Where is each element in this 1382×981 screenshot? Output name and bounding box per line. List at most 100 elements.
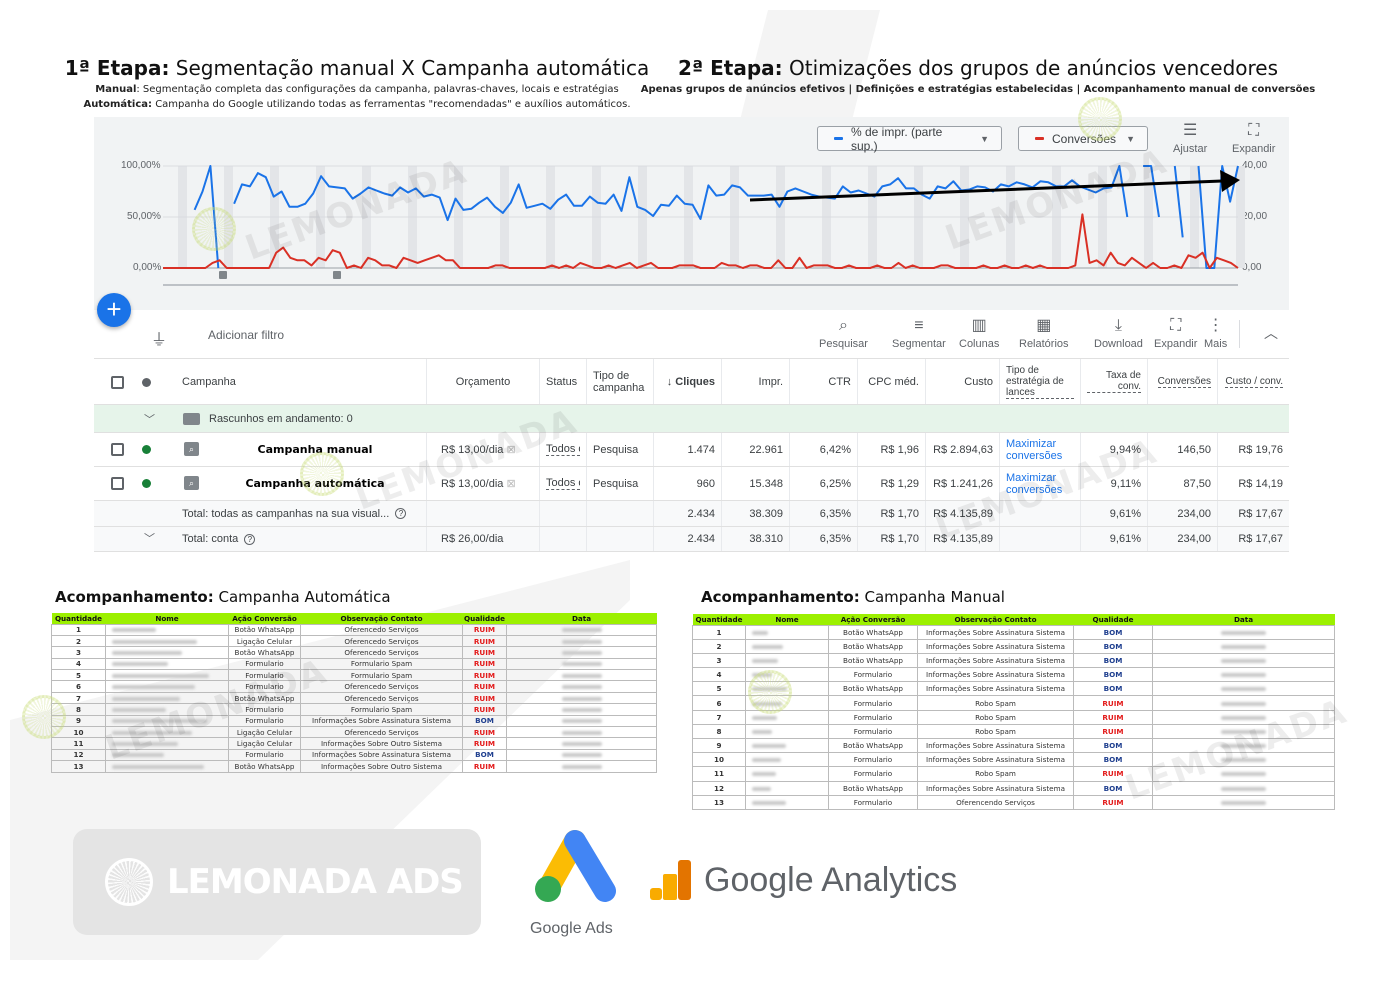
divider <box>1239 320 1240 348</box>
observation-cell: Formulario Spam <box>300 657 463 671</box>
date-cell-blurred <box>506 680 657 693</box>
type-value: Pesquisa <box>593 477 639 490</box>
col-status[interactable]: Status <box>540 359 587 404</box>
expand-chart-button[interactable]: ⛶ Expandir <box>1232 122 1275 155</box>
add-button[interactable]: + <box>97 293 131 327</box>
col-clicks[interactable]: ↓ Cliques <box>654 359 722 404</box>
col-impr[interactable]: Impr. <box>722 359 790 404</box>
col-bid-strategy[interactable]: Tipo de estratégia de lances <box>1000 359 1081 404</box>
conversions-label: Conversões <box>1157 375 1211 388</box>
help-icon[interactable]: ? <box>395 508 407 519</box>
campaign-name-link[interactable]: Campanha manual <box>204 433 427 466</box>
col-cost-conv[interactable]: Custo / conv. <box>1218 359 1289 404</box>
help-icon[interactable]: ? <box>244 533 256 545</box>
chevron-down-icon[interactable]: ﹀ <box>144 533 155 545</box>
campaign-row[interactable]: ⌕ Campanha automática R$ 13,00/dia ⊠ Todos … <box>94 467 1289 501</box>
col-budget[interactable]: Orçamento <box>427 359 540 404</box>
conversions-cell: 146,50 <box>1148 433 1218 466</box>
caret-down-icon: ▼ <box>980 133 989 144</box>
collapse-icon[interactable]: ︿ <box>1264 325 1278 341</box>
cost-cell: R$ 1.241,26 <box>926 467 1000 500</box>
name-cell-blurred <box>105 646 229 659</box>
name-cell-blurred <box>105 634 229 648</box>
col-conversions[interactable]: Conversões <box>1148 359 1218 404</box>
col-type[interactable]: Tipo de campanha <box>587 359 654 404</box>
cost-conv-value: R$ 17,67 <box>1238 533 1283 545</box>
date-cell-blurred <box>506 634 657 648</box>
conversions-value: 87,50 <box>1183 477 1211 490</box>
quality-cell: BOM <box>1073 624 1153 640</box>
quantity-cell: 12 <box>692 780 746 796</box>
empty-cell <box>1000 501 1081 526</box>
name-cell-blurred <box>745 723 829 740</box>
more-icon: ⋮ <box>1207 317 1224 334</box>
date-cell-blurred <box>506 737 657 750</box>
name-cell-blurred <box>105 623 229 636</box>
filter-icon[interactable]: ⏚ <box>151 332 168 349</box>
quality-cell: RUIM <box>462 657 507 671</box>
left-tick: 100,00% <box>121 160 161 171</box>
observation-cell: Informações Sobre Outro Sistema <box>300 760 463 773</box>
quantity-cell: 6 <box>51 680 106 693</box>
action-cell: Ligação Celular <box>228 737 301 750</box>
segment-button[interactable]: ≡ Segmentar <box>892 317 946 350</box>
status-value[interactable]: Todos os <box>546 443 580 456</box>
action-cell: Ligação Celular <box>228 725 301 739</box>
bid-strategy-link[interactable]: Maximizar conversões <box>1006 437 1063 462</box>
columns-button[interactable]: ▥ Colunas <box>959 317 999 350</box>
annotation-marker[interactable] <box>333 271 341 279</box>
action-cell: Botão WhatsApp <box>828 652 918 669</box>
bid-strategy-link[interactable]: Maximizar conversões <box>1006 471 1063 496</box>
quality-cell: RUIM <box>462 680 507 693</box>
quantity-cell: 3 <box>692 652 746 669</box>
col-campaign[interactable]: Campanha <box>176 359 427 404</box>
clicks-cell: 2.434 <box>654 527 722 551</box>
google-ads-icon <box>535 830 616 902</box>
more-button[interactable]: ⋮ Mais <box>1204 317 1227 350</box>
quality-cell: BOM <box>1073 780 1153 796</box>
add-filter-button[interactable]: Adicionar filtro <box>208 328 285 342</box>
annotation-marker[interactable] <box>219 271 227 279</box>
drafts-row[interactable]: ﹀ Rascunhos em andamento: 0 <box>94 405 1289 433</box>
performance-chart: % de impr. (parte sup.) ▼ Conversões ▼ ☰… <box>94 117 1289 327</box>
observation-cell: Informações Sobre Assinatura Sistema <box>917 681 1074 697</box>
date-cell-blurred <box>1152 723 1335 740</box>
table-header-row: Campanha Orçamento Status Tipo de campan… <box>94 358 1289 405</box>
date-cell-blurred <box>1152 752 1335 768</box>
col-cost[interactable]: Custo <box>926 359 1000 404</box>
empty-cell <box>587 527 654 551</box>
folder-icon <box>183 413 200 425</box>
col-cpc[interactable]: CPC méd. <box>858 359 926 404</box>
status-value[interactable]: Todos os <box>546 477 580 490</box>
clicks-cell: 1.474 <box>654 433 722 466</box>
col-ctr[interactable]: CTR <box>790 359 858 404</box>
chevron-down-icon[interactable]: ﹀ <box>144 414 155 426</box>
clicks-value: 2.434 <box>687 507 715 520</box>
tracking-manual-table: Quantidade Nome Ação Conversão Observação C… <box>692 614 1335 810</box>
row-checkbox[interactable] <box>111 477 124 490</box>
row-checkbox[interactable] <box>111 443 124 456</box>
conv-rate-value: 9,61% <box>1109 507 1141 520</box>
quantity-cell: 8 <box>692 723 746 740</box>
select-all-checkbox[interactable] <box>111 376 124 389</box>
action-cell: Botão WhatsApp <box>228 623 301 636</box>
cost-conv-cell: R$ 19,76 <box>1218 433 1289 466</box>
expand-button[interactable]: ⛶ Expandir <box>1154 317 1197 350</box>
weekend-band <box>1236 166 1245 268</box>
caret-down-icon: ▼ <box>1126 133 1135 144</box>
chart-svg <box>163 165 1245 286</box>
column-header: Quantidade <box>692 614 746 625</box>
columns-label: Colunas <box>959 338 1000 350</box>
download-button[interactable]: ⤓ Download <box>1094 317 1143 350</box>
col-conv-rate[interactable]: Taxa de conv. <box>1081 359 1148 404</box>
tracking-manual-title: Acompanhamento: Campanha Manual <box>701 588 1005 606</box>
name-cell-blurred <box>745 780 829 796</box>
cpc-value: R$ 1,96 <box>880 443 919 456</box>
quantity-cell: 4 <box>51 657 106 671</box>
metric1-dropdown[interactable]: % de impr. (parte sup.) ▼ <box>817 125 1002 153</box>
search-button[interactable]: ⌕ Pesquisar <box>819 317 868 350</box>
reports-button[interactable]: ▦ Relatórios <box>1019 317 1069 350</box>
date-cell-blurred <box>1152 695 1335 711</box>
adjust-button[interactable]: ☰ Ajustar <box>1173 122 1207 155</box>
